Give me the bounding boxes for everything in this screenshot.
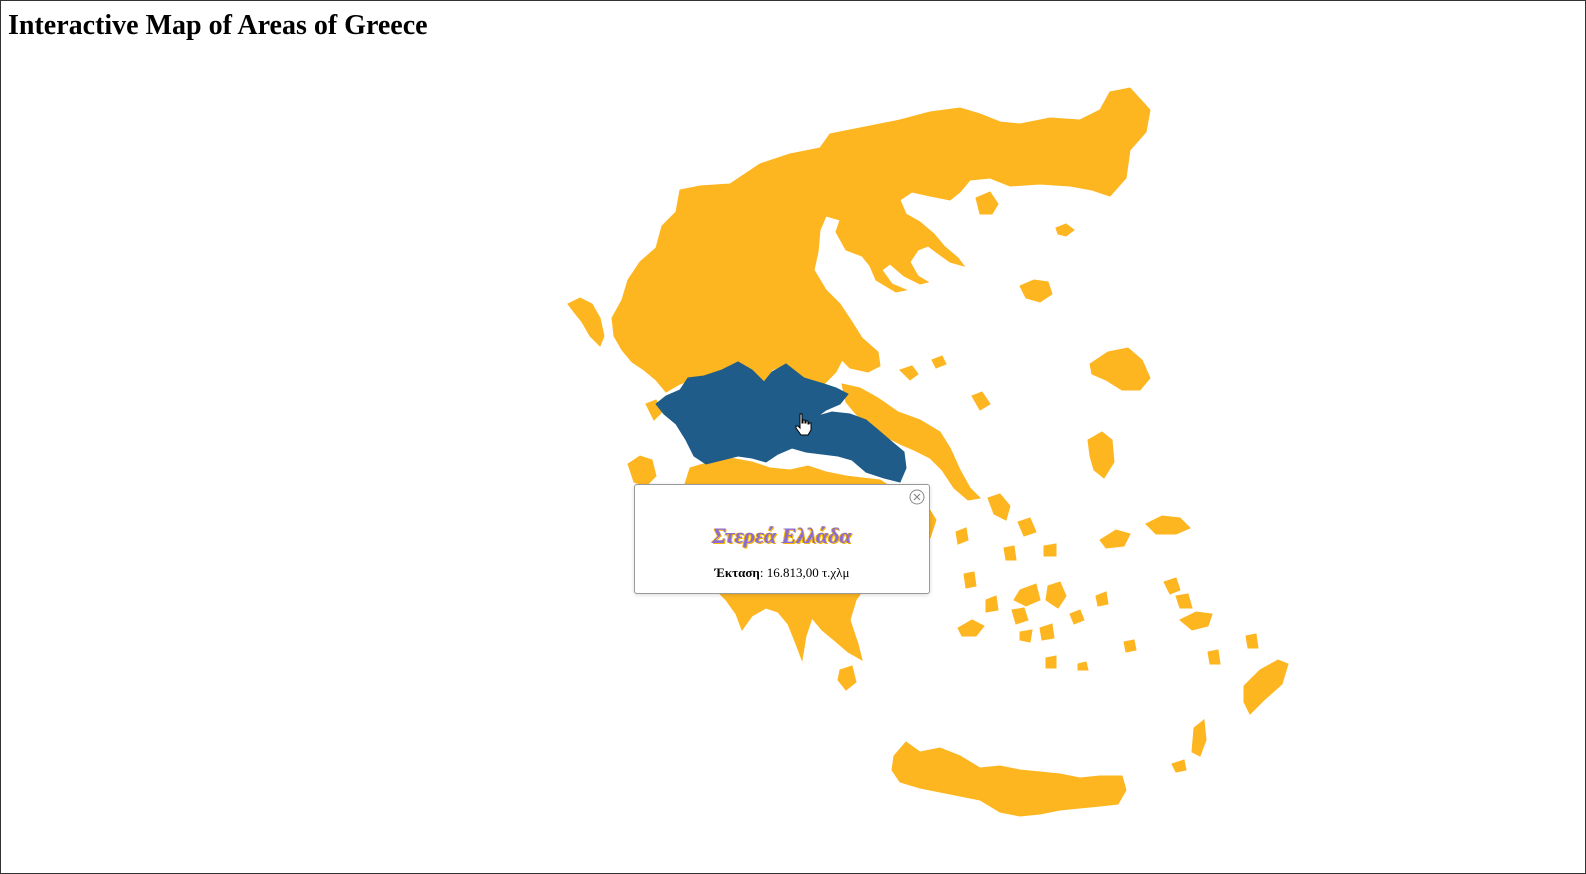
pointer-hand-icon bbox=[795, 413, 812, 436]
region-sterea-ellada[interactable] bbox=[655, 361, 907, 483]
region-sporades[interactable] bbox=[899, 355, 991, 411]
region-samothrace[interactable] bbox=[1055, 223, 1075, 237]
region-kythira[interactable] bbox=[837, 665, 857, 691]
popup-area-info: Έκταση: 16.813,00 τ.χλμ bbox=[635, 565, 929, 581]
region-samos-ikaria[interactable] bbox=[1099, 515, 1191, 549]
region-lesvos[interactable] bbox=[1089, 347, 1151, 391]
region-crete[interactable] bbox=[891, 741, 1127, 817]
page-title: Interactive Map of Areas of Greece bbox=[8, 10, 428, 41]
region-corfu[interactable] bbox=[567, 297, 605, 347]
region-thassos[interactable] bbox=[975, 191, 999, 215]
region-cyclades[interactable] bbox=[955, 493, 1137, 671]
region-info-popup: Στερεά Ελλάδα Έκταση: 16.813,00 τ.χλμ bbox=[634, 463, 930, 594]
area-label: Έκταση bbox=[714, 565, 760, 580]
region-limnos[interactable] bbox=[1019, 279, 1053, 303]
region-dodecanese[interactable] bbox=[1163, 577, 1289, 773]
region-chios[interactable] bbox=[1087, 431, 1115, 479]
area-value: : 16.813,00 τ.χλμ bbox=[759, 565, 850, 580]
close-circle-icon[interactable] bbox=[909, 489, 925, 505]
popup-region-name: Στερεά Ελλάδα bbox=[712, 523, 852, 548]
region-northern-greece[interactable] bbox=[611, 87, 1151, 393]
